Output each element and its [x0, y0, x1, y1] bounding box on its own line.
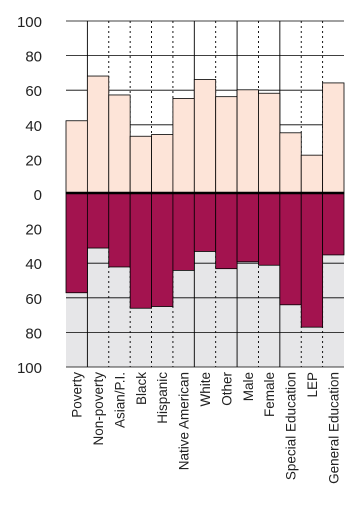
x-category-label: Native American: [177, 372, 192, 470]
lower-bar: [236, 192, 259, 263]
y-tick-label: 40: [25, 118, 42, 135]
lower-bar: [65, 192, 88, 294]
x-category-label: General Education: [326, 372, 341, 484]
lower-bar: [108, 192, 131, 268]
y-tick-label: 80: [25, 49, 42, 66]
x-category-label: Other: [219, 371, 234, 405]
x-category-label: Non-poverty: [91, 372, 106, 446]
y-tick-label: 100: [17, 360, 42, 377]
upper-bar: [322, 82, 345, 194]
y-tick-label: 60: [25, 291, 42, 308]
x-category-label: LEP: [305, 372, 320, 398]
upper-bar: [129, 135, 152, 194]
lower-bar: [151, 192, 174, 307]
upper-bar: [65, 120, 88, 194]
y-tick-label: 20: [25, 152, 42, 169]
x-category-label: Poverty: [70, 372, 85, 418]
lower-bar: [129, 192, 152, 309]
upper-bar: [258, 92, 281, 194]
lower-bar: [300, 192, 324, 328]
x-category-labels: Poverty Non-poverty Asian/P.I. Black Hispani…: [70, 371, 342, 483]
y-tick-label: 60: [25, 83, 42, 100]
x-category-label: White: [198, 372, 213, 407]
x-category-label: Asian/P.I.: [112, 372, 127, 428]
upper-bar: [215, 96, 238, 194]
upper-bar: [172, 98, 195, 194]
lower-bar: [86, 192, 110, 249]
y-tick-label: 40: [25, 256, 42, 273]
upper-bar: [193, 79, 217, 194]
y-tick-label: 20: [25, 222, 42, 239]
x-category-label: Male: [241, 372, 256, 401]
y-tick-label: 0: [34, 187, 42, 204]
upper-bar: [108, 94, 131, 194]
x-category-label: Black: [134, 372, 149, 405]
x-category-label: Special Education: [284, 372, 299, 480]
upper-bar: [300, 154, 324, 194]
y-tick-label: 80: [25, 325, 42, 342]
lower-bar: [322, 192, 345, 256]
lower-bar: [172, 192, 195, 271]
lower-bar: [215, 192, 238, 270]
x-category-label: Female: [262, 372, 277, 417]
bars: [65, 75, 345, 328]
upper-bar: [236, 89, 259, 194]
upper-bar: [86, 75, 110, 194]
x-category-label: Hispanic: [155, 372, 170, 424]
lower-bar: [258, 192, 281, 266]
upper-bar: [279, 132, 302, 194]
lower-bar: [193, 192, 217, 252]
lower-bar: [279, 192, 302, 306]
y-tick-labels: 100 80 60 40 20 0 20 40 60 80 100: [17, 14, 42, 377]
upper-bar: [151, 134, 174, 194]
y-tick-label: 100: [17, 14, 42, 31]
